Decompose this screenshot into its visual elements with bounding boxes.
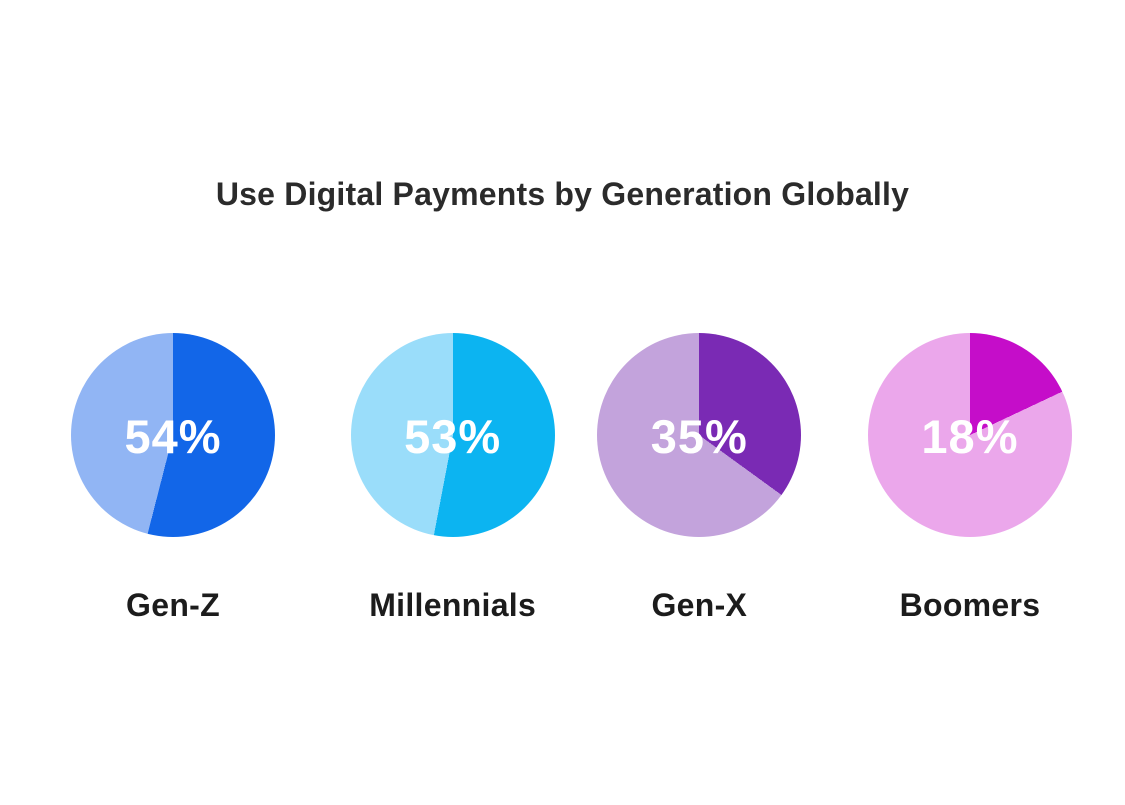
chart-title: Use Digital Payments by Generation Globa… — [215, 176, 910, 213]
pie-value-label: 53% — [404, 409, 502, 463]
pie-chart: 54% — [71, 333, 275, 537]
pie-chart: 18% — [867, 333, 1072, 537]
pie-group: 35% Gen-X — [597, 333, 802, 624]
pie-group: 54% Gen-Z — [71, 333, 275, 624]
pie-chart: 53% — [350, 333, 555, 537]
pie-group: 53% Millennials — [350, 333, 555, 624]
pies-row: 54% Gen-Z 53% Millennials 35% Gen-X 18% … — [71, 333, 1072, 624]
pie-value-label: 35% — [650, 409, 748, 463]
generation-label: Millennials — [369, 587, 537, 623]
pie-chart: 35% — [597, 333, 802, 537]
generation-label: Gen-Z — [126, 587, 220, 623]
pie-value-label: 54% — [124, 409, 222, 463]
generation-label: Gen-X — [651, 587, 748, 623]
pie-value-label: 18% — [921, 409, 1019, 463]
generation-label: Boomers — [899, 587, 1041, 623]
pie-group: 18% Boomers — [867, 333, 1072, 624]
